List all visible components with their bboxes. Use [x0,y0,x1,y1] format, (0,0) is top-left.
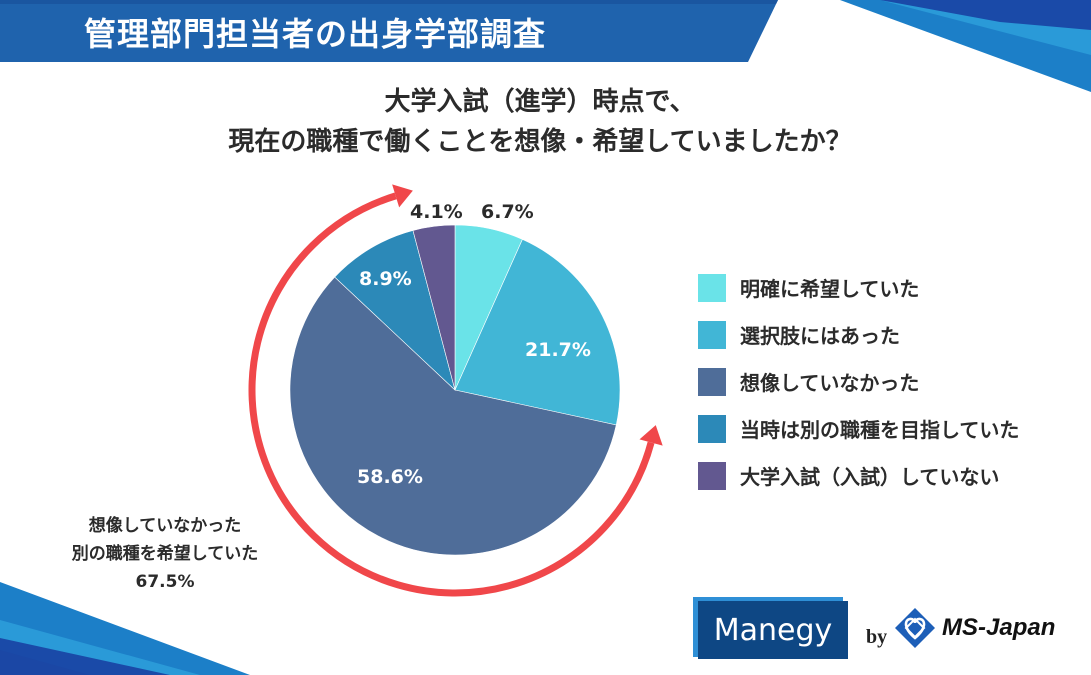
ms-japan-logo-text: MS-Japan [942,614,1056,641]
slice-label-clear-hope: 6.7% [481,201,534,223]
page-title: 管理部門担当者の出身学部調査 [83,15,546,53]
slice-label-no-exam: 4.1% [410,201,463,223]
chart-question: 大学入試（進学）時点で、 現在の職種で働くことを想像・希望していましたか？ [160,82,920,162]
legend-item: 選択肢にはあった [698,311,1019,358]
ms-japan-diamond-icon [895,608,935,648]
legend-item: 当時は別の職種を目指していた [698,405,1019,452]
legend-item: 大学入試（入試）していない [698,452,1019,499]
question-line-2: 現在の職種で働くことを想像・希望していましたか？ [228,127,852,157]
slice-label-other-job: 8.9% [359,268,412,290]
legend-label: 選択肢にはあった [740,324,900,348]
pie-slice [334,230,456,391]
annotation-line-1: 想像していなかった [88,516,242,536]
annotation-note: 想像していなかった 別の職種を希望していた 67.5% [40,512,290,596]
pie-slice [289,276,617,556]
manegy-logo-text: Manegy [698,601,848,659]
legend-swatch [698,320,726,349]
ms-japan-logo: MS-Japan [894,607,1055,649]
by-text: by [866,626,888,648]
legend-label: 当時は別の職種を目指していた [740,418,1020,442]
annotation-line-2: 別の職種を希望していた [71,544,259,564]
legend-item: 明確に希望していた [698,264,1019,311]
legend-swatch [698,273,726,302]
question-line-1: 大学入試（進学）時点で、 [384,87,696,117]
legend-label: 明確に希望していた [740,277,920,301]
annotation-arrow [248,184,663,597]
pie-slice [454,239,621,426]
manegy-logo: Manegy [693,597,853,659]
legend-item: 想像していなかった [698,358,1019,405]
legend-swatch [698,367,726,396]
legend-label: 想像していなかった [740,371,920,395]
pie-slice [412,224,456,391]
slice-label-not-imagined: 58.6% [357,466,423,488]
legend-swatch [698,414,726,443]
legend-label: 大学入試（入試）していない [740,465,1000,489]
slice-label-option: 21.7% [525,339,591,361]
legend-swatch [698,461,726,490]
annotation-value: 67.5% [135,572,195,592]
chart-legend: 明確に希望していた 選択肢にはあった 想像していなかった 当時は別の職種を目指し… [698,264,1019,499]
pie-slices [289,224,621,556]
